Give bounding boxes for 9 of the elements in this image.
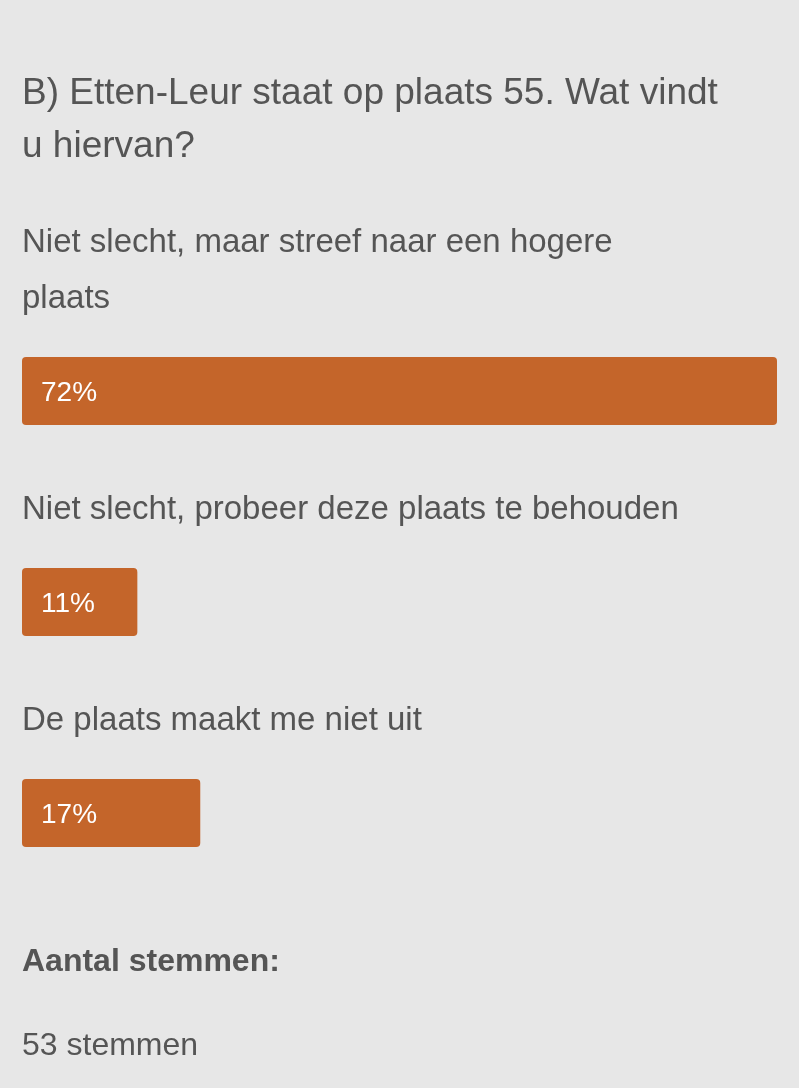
- y-tick-label: De plaats maakt me niet uit: [22, 700, 422, 737]
- y-tick-label: Niet slecht, maar streef naar een hogere plaats: [22, 222, 613, 315]
- data-label: 72%: [41, 376, 98, 407]
- text: Aantal stemmen:: [22, 942, 280, 978]
- y-tick-label: Niet slecht, probeer deze plaats te behouden: [22, 489, 679, 526]
- data-label: 11%: [41, 587, 95, 618]
- data-label: 17%: [41, 798, 98, 829]
- chart-title: B) Etten-Leur staat op plaats 55. Wat vindt u hiervan?: [22, 71, 719, 165]
- text: 53 stemmen: [22, 1026, 199, 1062]
